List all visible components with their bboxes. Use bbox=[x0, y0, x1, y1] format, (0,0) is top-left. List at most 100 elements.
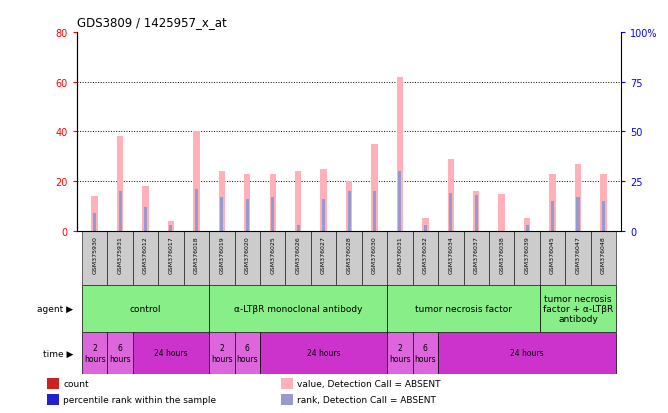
Text: GDS3809 / 1425957_x_at: GDS3809 / 1425957_x_at bbox=[77, 16, 226, 29]
Text: GSM376045: GSM376045 bbox=[550, 235, 555, 273]
Text: rank, Detection Call = ABSENT: rank, Detection Call = ABSENT bbox=[297, 395, 436, 404]
Text: tumor necrosis
factor + α-LTβR
antibody: tumor necrosis factor + α-LTβR antibody bbox=[543, 294, 613, 323]
Bar bbox=[285, 231, 311, 285]
Text: control: control bbox=[130, 304, 161, 313]
Text: GSM376039: GSM376039 bbox=[524, 235, 530, 273]
Bar bbox=[540, 285, 616, 332]
Bar bbox=[397, 78, 403, 231]
Bar bbox=[209, 332, 234, 374]
Text: GSM376018: GSM376018 bbox=[194, 235, 199, 273]
Text: GSM376047: GSM376047 bbox=[576, 235, 580, 273]
Bar bbox=[475, 196, 478, 231]
Bar bbox=[540, 231, 565, 285]
Text: time ▶: time ▶ bbox=[43, 349, 73, 358]
Bar bbox=[168, 221, 174, 231]
Bar bbox=[387, 332, 413, 374]
Text: 24 hours: 24 hours bbox=[510, 349, 544, 358]
Bar bbox=[158, 231, 184, 285]
Text: GSM376030: GSM376030 bbox=[372, 235, 377, 273]
Text: 24 hours: 24 hours bbox=[307, 349, 341, 358]
Bar bbox=[82, 231, 108, 285]
Bar bbox=[311, 231, 336, 285]
Text: 2
hours: 2 hours bbox=[211, 344, 232, 363]
Text: 24 hours: 24 hours bbox=[154, 349, 188, 358]
Bar bbox=[371, 145, 377, 231]
Bar bbox=[514, 231, 540, 285]
Bar bbox=[413, 332, 438, 374]
Bar bbox=[321, 169, 327, 231]
Bar bbox=[591, 231, 616, 285]
Text: GSM376037: GSM376037 bbox=[474, 235, 479, 273]
Bar bbox=[549, 174, 556, 231]
Text: GSM376028: GSM376028 bbox=[347, 235, 351, 273]
Text: GSM376012: GSM376012 bbox=[143, 235, 148, 273]
Bar bbox=[244, 174, 250, 231]
Bar bbox=[450, 194, 452, 231]
Bar bbox=[184, 231, 209, 285]
Text: GSM376038: GSM376038 bbox=[499, 235, 504, 273]
Bar bbox=[209, 285, 387, 332]
Bar bbox=[346, 182, 352, 231]
Bar bbox=[524, 219, 530, 231]
Bar bbox=[47, 394, 59, 405]
Text: value, Detection Call = ABSENT: value, Detection Call = ABSENT bbox=[297, 379, 441, 388]
Bar bbox=[574, 164, 581, 231]
Text: GSM376017: GSM376017 bbox=[168, 235, 174, 273]
Bar bbox=[387, 285, 540, 332]
Bar bbox=[144, 207, 147, 231]
Bar bbox=[387, 231, 413, 285]
Bar bbox=[108, 332, 133, 374]
Bar bbox=[336, 231, 362, 285]
Text: percentile rank within the sample: percentile rank within the sample bbox=[63, 395, 216, 404]
Bar bbox=[260, 231, 285, 285]
Bar bbox=[220, 197, 223, 231]
Bar bbox=[347, 192, 351, 231]
Bar bbox=[281, 394, 293, 405]
Text: count: count bbox=[63, 379, 89, 388]
Bar bbox=[93, 214, 96, 231]
Text: agent ▶: agent ▶ bbox=[37, 304, 73, 313]
Bar bbox=[322, 199, 325, 231]
Text: GSM376027: GSM376027 bbox=[321, 235, 326, 273]
Bar bbox=[142, 187, 149, 231]
Bar bbox=[82, 332, 108, 374]
Bar bbox=[133, 231, 158, 285]
Bar bbox=[413, 231, 438, 285]
Bar bbox=[602, 202, 605, 231]
Text: GSM376019: GSM376019 bbox=[219, 235, 224, 273]
Text: 6
hours: 6 hours bbox=[415, 344, 436, 363]
Bar bbox=[438, 231, 464, 285]
Text: GSM375930: GSM375930 bbox=[92, 235, 97, 273]
Bar bbox=[218, 172, 225, 231]
Bar bbox=[422, 219, 429, 231]
Bar bbox=[601, 174, 607, 231]
Text: GSM376032: GSM376032 bbox=[423, 235, 428, 273]
Bar bbox=[271, 197, 275, 231]
Bar bbox=[362, 231, 387, 285]
Text: GSM376026: GSM376026 bbox=[296, 235, 301, 273]
Text: GSM376031: GSM376031 bbox=[397, 235, 402, 273]
Bar bbox=[498, 194, 505, 231]
Bar bbox=[118, 192, 122, 231]
Bar bbox=[234, 332, 260, 374]
Bar bbox=[438, 332, 616, 374]
Text: α-LTβR monoclonal antibody: α-LTβR monoclonal antibody bbox=[234, 304, 363, 313]
Bar bbox=[576, 197, 580, 231]
Bar bbox=[170, 225, 172, 231]
Bar bbox=[373, 192, 376, 231]
Bar bbox=[551, 202, 554, 231]
Bar bbox=[260, 332, 387, 374]
Text: GSM375931: GSM375931 bbox=[118, 235, 122, 273]
Text: 6
hours: 6 hours bbox=[110, 344, 131, 363]
Bar bbox=[565, 231, 591, 285]
Bar bbox=[473, 192, 480, 231]
Bar bbox=[424, 225, 427, 231]
Bar bbox=[133, 332, 209, 374]
Text: GSM376020: GSM376020 bbox=[244, 235, 250, 273]
Text: 2
hours: 2 hours bbox=[84, 344, 106, 363]
Text: GSM376025: GSM376025 bbox=[271, 235, 275, 273]
Bar bbox=[82, 285, 209, 332]
Text: 6
hours: 6 hours bbox=[236, 344, 258, 363]
Text: GSM376048: GSM376048 bbox=[601, 235, 606, 273]
Text: tumor necrosis factor: tumor necrosis factor bbox=[415, 304, 512, 313]
